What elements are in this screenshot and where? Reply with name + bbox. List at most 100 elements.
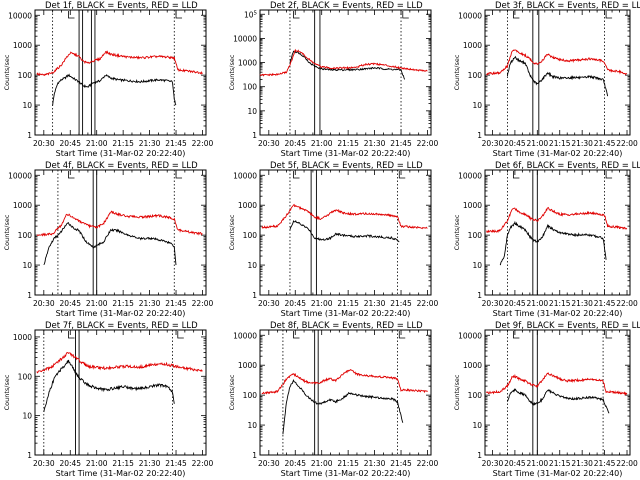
y-tick-label: 1 [252,131,257,140]
x-tick-label: 20:30 [33,459,55,468]
y-tick-label: 10 [22,101,32,110]
plot-frame [259,169,432,296]
corner-mark [513,171,520,179]
x-tick-label: 20:30 [33,139,55,148]
corner-mark [398,171,406,179]
x-tick-label: 22:00 [616,139,638,148]
x-tick-label: 20:30 [258,299,280,308]
corner-mark [175,171,183,179]
x-tick-label: 21:15 [549,299,571,308]
x-tick-label: 21:00 [311,459,333,468]
x-tick-label: 21:15 [549,139,571,148]
corner-mark [402,11,409,19]
corner-mark [177,331,184,339]
x-tick-label: 21:45 [390,459,412,468]
x-tick-label: 21:00 [527,459,549,468]
panel-title: Det 1f, BLACK = Events, RED = LLD [45,1,198,11]
corner-mark [293,331,300,339]
y-tick-label: 1000 [13,41,32,50]
series-events-line [506,388,610,414]
x-tick-label: 20:45 [284,139,306,148]
y-tick-label: 10000 [8,171,32,180]
series-events-line [43,222,177,266]
x-tick-label: 21:30 [139,299,161,308]
y-tick-label: 10 [22,412,32,421]
y-tick-label: 1 [27,291,32,300]
y-tick-label: 100 [468,231,483,240]
x-tick-label: 21:45 [165,139,187,148]
x-tick-label: 22:00 [616,459,638,468]
y-axis-label: Counts/sec [453,54,461,90]
x-tick-label: 20:30 [482,299,504,308]
x-tick-label: 22:00 [417,139,439,148]
x-tick-label: 21:30 [571,299,593,308]
y-tick-label: 10000 [233,171,257,180]
y-tick-label: 100 [243,83,258,92]
x-tick-label: 21:30 [364,299,386,308]
corner-mark [605,11,613,19]
x-tick-label: 21:00 [86,459,108,468]
x-tick-label: 21:30 [364,139,386,148]
y-tick-label: 1 [27,451,32,460]
x-tick-label: 20:45 [504,299,526,308]
y-tick-label: 100 [18,71,33,80]
chart-panel-2: Det 2f, BLACK = Events, RED = LLD 1 10 100 1… [228,1,439,158]
chart-panel-7: Det 7f, BLACK = Events, RED = LLD 1 10 100 1… [3,321,214,478]
corner-mark [513,331,520,339]
x-tick-label: 21:45 [594,139,616,148]
x-axis-label: Start Time (31-Mar-02 20:22:40) [56,149,186,158]
y-tick-label: 10 [247,107,257,116]
x-tick-label: 21:15 [112,139,134,148]
series-lld-line [36,352,203,374]
chart-panel-3: Det 3f, BLACK = Events, RED = LLD 1 10 100 1… [453,1,640,158]
y-tick-label: 10 [247,421,257,430]
plot-frame [484,329,631,456]
y-axis-label: Counts/sec [453,374,461,410]
y-tick-label: 100 [243,391,258,400]
x-tick-label: 21:15 [337,299,359,308]
x-tick-label: 21:00 [86,299,108,308]
x-tick-label: 22:00 [192,139,214,148]
panel-title: Det 4f, BLACK = Events, RED = LLD [45,161,198,171]
x-tick-label: 21:45 [165,299,187,308]
x-tick-label: 20:45 [504,139,526,148]
x-tick-label: 20:30 [33,299,55,308]
y-axis-label: Counts/sec [3,374,11,410]
x-tick-label: 21:00 [527,299,549,308]
x-axis-label: Start Time (31-Mar-02 20:22:40) [281,149,411,158]
panel-title: Det 5f, BLACK = Events, RED = LLD [270,161,423,171]
y-axis-label: Counts/sec [228,214,236,250]
panel-title: Det 3f, BLACK = Events, RED = LLD [495,1,640,11]
corner-mark [175,11,183,19]
x-tick-label: 21:00 [527,139,549,148]
panel-title: Det 7f, BLACK = Events, RED = LLD [45,321,198,331]
corner-mark [513,11,520,19]
y-tick-label: 10000 [458,11,482,20]
y-axis-label: Counts/sec [228,374,236,410]
x-tick-label: 20:30 [482,459,504,468]
plot-frame [34,9,207,136]
x-tick-label: 22:00 [417,459,439,468]
series-lld-line [486,206,628,234]
series-events-line [506,55,609,97]
x-tick-label: 21:30 [364,459,386,468]
y-tick-label: 10000 [8,11,32,20]
corner-mark [68,331,75,339]
plot-frame [259,329,432,456]
x-tick-label: 22:00 [192,299,214,308]
x-tick-label: 20:45 [59,299,81,308]
x-axis-label: Start Time (31-Mar-02 20:22:40) [281,309,411,318]
y-tick-label: 10 [472,101,482,110]
chart-panel-9: Det 9f, BLACK = Events, RED = LLD 1 10 100 1… [453,321,640,478]
y-tick-label: 10 [472,421,482,430]
x-tick-label: 21:15 [337,139,359,148]
y-tick-label: 100 [468,391,483,400]
corner-mark [605,171,613,179]
panel-title: Det 9f, BLACK = Events, RED = LLD [495,321,640,331]
y-tick-label: 1 [477,131,482,140]
corner-mark [293,11,300,19]
series-events-line [43,359,175,413]
y-tick-label: 1000 [463,41,482,50]
x-tick-label: 21:00 [86,139,108,148]
